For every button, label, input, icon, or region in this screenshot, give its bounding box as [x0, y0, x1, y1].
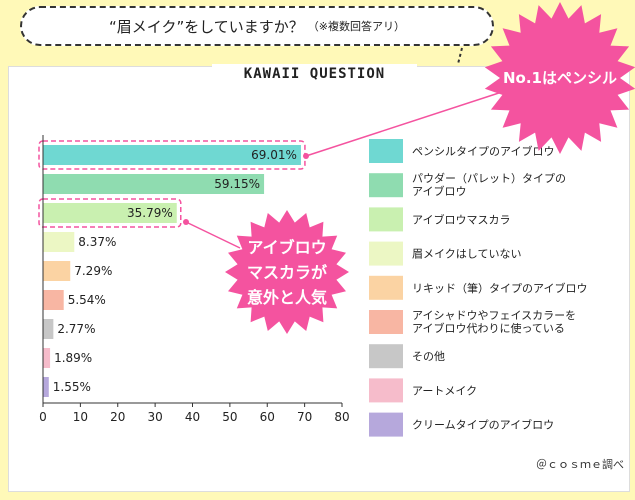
callout-top-burst-icon [484, 2, 635, 154]
x-tick-label: 40 [185, 410, 200, 424]
legend-swatch-6 [369, 310, 403, 334]
legend-swatch-1 [369, 139, 403, 163]
callout-top-dot [303, 153, 309, 159]
bar-value-label-9: 1.55% [53, 380, 91, 394]
legend-label-7: その他 [412, 350, 445, 363]
bar-value-label-1: 69.01% [251, 148, 297, 162]
callout-mid-connector [185, 221, 241, 249]
callout-mid-text-line: マスカラが [247, 263, 327, 282]
legend-swatch-8 [369, 378, 403, 403]
callout-mid-dot [183, 219, 189, 225]
legend-swatch-9 [369, 412, 403, 437]
legend-label-3: アイブロウマスカラ [412, 212, 510, 226]
legend-label-2: アイブロウ [412, 184, 466, 198]
kawaii-question-badge: KAWAII QUESTION [212, 64, 417, 84]
x-tick-label: 10 [73, 410, 88, 424]
callout-mid-burst-icon [225, 210, 349, 334]
bar-1 [43, 145, 301, 165]
bar-value-label-4: 8.37% [78, 235, 116, 249]
legend-swatch-5 [369, 275, 403, 300]
bar-value-label-7: 2.77% [57, 322, 95, 336]
bar-2 [43, 174, 265, 194]
callout-top-connector [305, 89, 509, 157]
callout-mid-text-line: 意外と人気 [247, 288, 327, 307]
legend-label-2: パウダー（パレット）タイプの [412, 171, 566, 185]
x-tick-label: 0 [39, 410, 47, 424]
bubble-tail-icon [457, 47, 463, 65]
question-banner: “眉メイク”をしていますか？ （※複数回答アリ） [20, 6, 494, 46]
x-tick-label: 80 [334, 410, 349, 424]
legend-label-4: 眉メイクはしていない [412, 248, 521, 261]
bar-4 [43, 232, 75, 252]
legend-swatch-2 [369, 173, 403, 198]
x-tick-label: 70 [297, 410, 312, 424]
x-tick-label: 50 [222, 410, 237, 424]
legend-label-9: クリームタイプのアイブロウ [412, 418, 554, 432]
bar-value-label-5: 7.29% [74, 264, 112, 278]
bar-value-label-6: 5.54% [68, 293, 106, 307]
legend-label-6: アイブロウ代わりに使っている [412, 321, 565, 335]
x-tick-label: 30 [147, 410, 162, 424]
legend-swatch-3 [369, 207, 403, 232]
bar-6 [43, 290, 64, 310]
x-tick-label: 20 [110, 410, 125, 424]
bar-7 [43, 319, 54, 339]
callout-mid-text-line: アイブロウ [247, 238, 326, 257]
callout-top-text: No.1はペンシル [503, 69, 617, 87]
legend-label-6: アイシャドウやフェイスカラーを [412, 309, 576, 322]
question-note: （※複数回答アリ） [307, 20, 405, 33]
bar-5 [43, 261, 71, 281]
legend-label-5: リキッド（筆）タイプのアイブロウ [412, 281, 587, 295]
bar-value-label-2: 59.15% [214, 177, 260, 191]
legend-label-1: ペンシルタイプのアイブロウ [412, 144, 554, 158]
x-tick-label: 60 [260, 410, 275, 424]
bar-8 [43, 348, 51, 368]
bar-3 [43, 203, 177, 223]
legend-swatch-4 [369, 241, 403, 266]
question-text: “眉メイク”をしていますか？ [108, 17, 304, 36]
bar-value-label-8: 1.89% [54, 351, 92, 365]
bar-9 [43, 377, 49, 397]
bar-value-label-3: 35.79% [127, 206, 173, 220]
source-label: ＠ｃｏｓｍｅ調べ [536, 457, 624, 471]
bar-highlight-3 [38, 198, 182, 228]
legend-swatch-7 [369, 344, 403, 369]
legend-label-8: アートメイク [412, 384, 477, 397]
